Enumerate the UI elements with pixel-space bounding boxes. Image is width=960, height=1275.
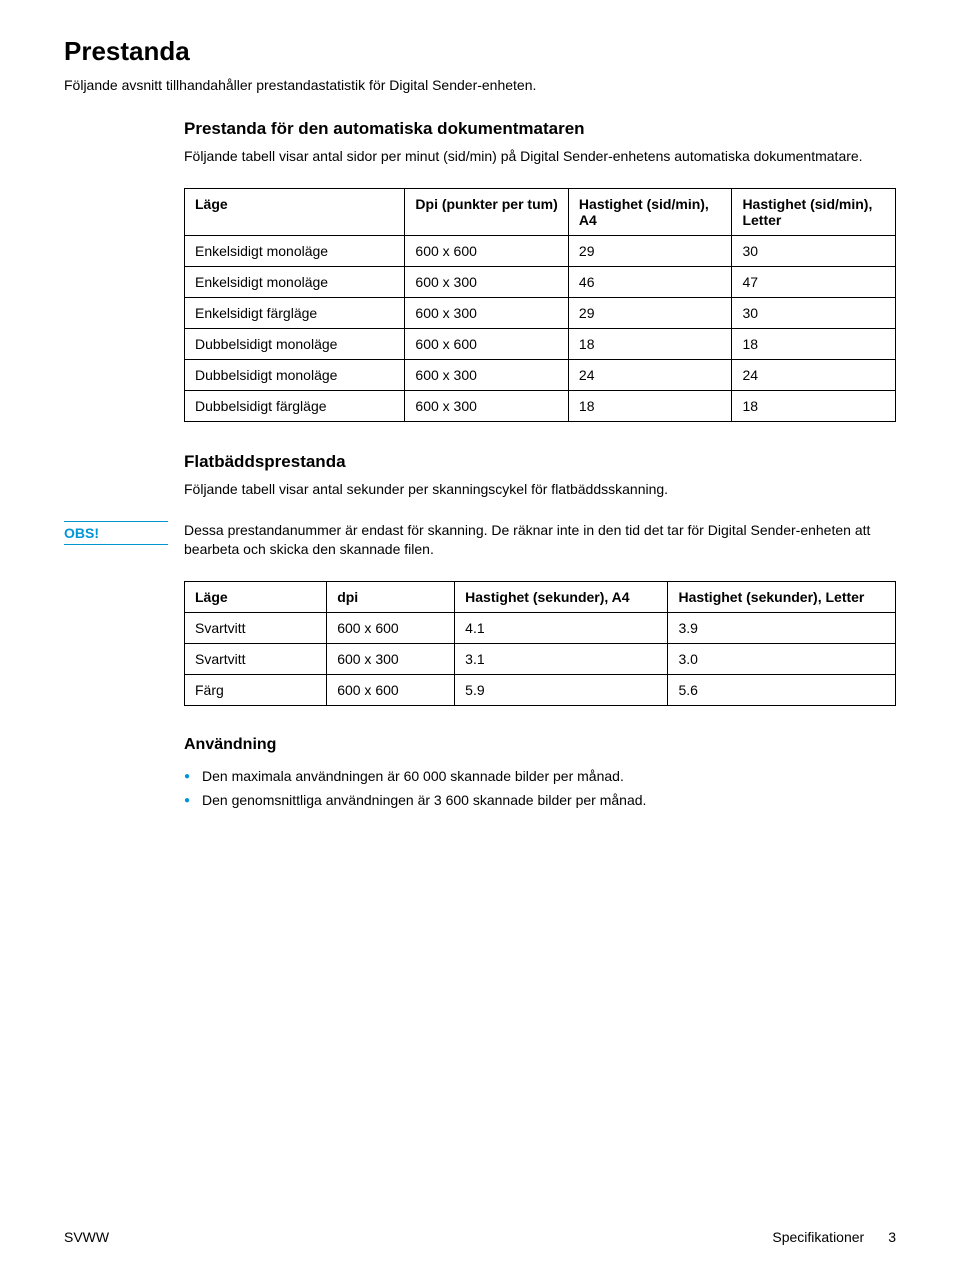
- table-cell: Enkelsidigt monoläge: [185, 266, 405, 297]
- section-adf: Prestanda för den automatiska dokumentma…: [184, 119, 896, 499]
- table-cell: Enkelsidigt färgläge: [185, 297, 405, 328]
- table-header-cell: Dpi (punkter per tum): [405, 188, 569, 235]
- table-cell: 30: [732, 235, 896, 266]
- table-header-cell: dpi: [327, 581, 455, 612]
- adf-text: Följande tabell visar antal sidor per mi…: [184, 147, 896, 166]
- table-cell: 3.0: [668, 643, 896, 674]
- note-block: OBS! Dessa prestandanummer är endast för…: [64, 521, 896, 559]
- table-cell: 5.9: [455, 674, 668, 705]
- flatbed-text: Följande tabell visar antal sekunder per…: [184, 480, 896, 499]
- table-cell: 600 x 600: [405, 235, 569, 266]
- adf-performance-table: LägeDpi (punkter per tum)Hastighet (sid/…: [184, 188, 896, 422]
- table-cell: 4.1: [455, 612, 668, 643]
- table-cell: 600 x 300: [327, 643, 455, 674]
- usage-list: Den maximala användningen är 60 000 skan…: [184, 764, 896, 812]
- usage-list-item: Den maximala användningen är 60 000 skan…: [202, 764, 896, 788]
- table-row: Enkelsidigt monoläge600 x 3004647: [185, 266, 896, 297]
- section-flatbed-table: LägedpiHastighet (sekunder), A4Hastighet…: [184, 581, 896, 812]
- usage-list-item: Den genomsnittliga användningen är 3 600…: [202, 788, 896, 812]
- table-header-cell: Hastighet (sekunder), A4: [455, 581, 668, 612]
- table-cell: 30: [732, 297, 896, 328]
- table-cell: 600 x 300: [405, 390, 569, 421]
- table-cell: 600 x 600: [327, 674, 455, 705]
- table-cell: 5.6: [668, 674, 896, 705]
- table-cell: 18: [732, 328, 896, 359]
- table-cell: 47: [732, 266, 896, 297]
- table-cell: Svartvitt: [185, 643, 327, 674]
- table-cell: 24: [568, 359, 732, 390]
- table-cell: 46: [568, 266, 732, 297]
- footer-right: Specifikationer 3: [772, 1229, 896, 1245]
- table-row: Färg600 x 6005.95.6: [185, 674, 896, 705]
- table-header-cell: Läge: [185, 581, 327, 612]
- table-cell: 29: [568, 235, 732, 266]
- table-cell: 18: [568, 328, 732, 359]
- page-content: Prestanda Följande avsnitt tillhandahåll…: [0, 0, 960, 848]
- table-cell: Dubbelsidigt färgläge: [185, 390, 405, 421]
- footer-left: SVWW: [64, 1229, 109, 1245]
- table-cell: 600 x 300: [405, 359, 569, 390]
- table-cell: 24: [732, 359, 896, 390]
- table-cell: 600 x 600: [405, 328, 569, 359]
- table-cell: 600 x 300: [405, 297, 569, 328]
- table-cell: Enkelsidigt monoläge: [185, 235, 405, 266]
- note-text: Dessa prestandanummer är endast för skan…: [184, 521, 896, 559]
- table-cell: 600 x 600: [327, 612, 455, 643]
- table-row: Dubbelsidigt färgläge600 x 3001818: [185, 390, 896, 421]
- table-row: Dubbelsidigt monoläge600 x 6001818: [185, 328, 896, 359]
- table-cell: Dubbelsidigt monoläge: [185, 359, 405, 390]
- table-row: Dubbelsidigt monoläge600 x 3002424: [185, 359, 896, 390]
- note-label: OBS!: [64, 521, 168, 545]
- table-row: Enkelsidigt färgläge600 x 3002930: [185, 297, 896, 328]
- table-header-row: LägedpiHastighet (sekunder), A4Hastighet…: [185, 581, 896, 612]
- intro-text: Följande avsnitt tillhandahåller prestan…: [64, 77, 896, 93]
- table-cell: 3.1: [455, 643, 668, 674]
- table-cell: 18: [732, 390, 896, 421]
- table-cell: Färg: [185, 674, 327, 705]
- table-header-cell: Läge: [185, 188, 405, 235]
- table-row: Svartvitt600 x 6004.13.9: [185, 612, 896, 643]
- table-header-cell: Hastighet (sekunder), Letter: [668, 581, 896, 612]
- footer-section: Specifikationer: [772, 1229, 864, 1245]
- table-cell: 18: [568, 390, 732, 421]
- table-row: Enkelsidigt monoläge600 x 6002930: [185, 235, 896, 266]
- table-header-row: LägeDpi (punkter per tum)Hastighet (sid/…: [185, 188, 896, 235]
- flatbed-performance-table: LägedpiHastighet (sekunder), A4Hastighet…: [184, 581, 896, 706]
- table-row: Svartvitt600 x 3003.13.0: [185, 643, 896, 674]
- adf-heading: Prestanda för den automatiska dokumentma…: [184, 119, 896, 139]
- usage-heading: Användning: [184, 736, 896, 754]
- table-header-cell: Hastighet (sid/min), Letter: [732, 188, 896, 235]
- table-cell: Svartvitt: [185, 612, 327, 643]
- table-cell: 600 x 300: [405, 266, 569, 297]
- page-footer: SVWW Specifikationer 3: [64, 1229, 896, 1245]
- table-cell: 3.9: [668, 612, 896, 643]
- table-cell: 29: [568, 297, 732, 328]
- flatbed-heading: Flatbäddsprestanda: [184, 452, 896, 472]
- table-header-cell: Hastighet (sid/min), A4: [568, 188, 732, 235]
- footer-page-number: 3: [888, 1229, 896, 1245]
- table-cell: Dubbelsidigt monoläge: [185, 328, 405, 359]
- main-heading: Prestanda: [64, 36, 896, 67]
- note-label-cell: OBS!: [64, 521, 184, 545]
